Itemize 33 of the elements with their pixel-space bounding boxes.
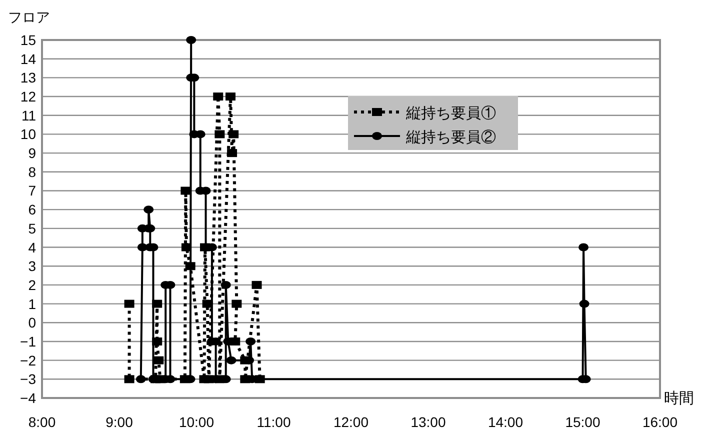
y-tick-label: 6 — [28, 202, 36, 218]
y-tick-label: 8 — [28, 164, 36, 180]
y-tick-label: −2 — [20, 352, 36, 368]
x-tick-label: 13:00 — [410, 414, 446, 430]
y-tick-label: 0 — [28, 314, 36, 331]
x-tick-label: 10:00 — [178, 414, 214, 430]
y-tick-label: 7 — [28, 182, 36, 199]
x-tick-label: 9:00 — [106, 414, 134, 430]
y-tick-label: 9 — [28, 145, 36, 162]
x-tick-label: 12:00 — [333, 414, 369, 430]
x-tick-label: 16:00 — [642, 414, 678, 430]
y-tick-label: −4 — [20, 390, 36, 406]
legend-label: 縦持ち要員② — [405, 129, 496, 146]
y-tick-label: −3 — [20, 371, 36, 388]
y-tick-label: 13 — [20, 70, 36, 86]
y-tick-label: 10 — [20, 126, 36, 142]
legend-label: 縦持ち要員① — [405, 105, 496, 122]
y-axis-title: フロア — [8, 9, 50, 25]
y-tick-label: 3 — [28, 258, 36, 274]
x-tick-label: 14:00 — [488, 414, 524, 430]
y-tick-label: 5 — [28, 220, 36, 236]
y-tick-label: 2 — [28, 276, 36, 293]
x-tick-label: 11:00 — [256, 414, 291, 430]
x-axis-title: 時間 — [664, 390, 694, 407]
y-tick-label: 12 — [20, 88, 36, 105]
x-tick-label: 15:00 — [565, 414, 600, 430]
x-tick-label: 8:00 — [28, 414, 56, 430]
y-tick-label: 15 — [20, 32, 36, 48]
y-tick-label: 11 — [21, 107, 36, 124]
y-tick-label: 4 — [28, 239, 36, 256]
y-tick-label: 14 — [20, 50, 36, 67]
y-tick-label: −1 — [20, 333, 36, 350]
y-tick-label: 1 — [28, 296, 36, 312]
